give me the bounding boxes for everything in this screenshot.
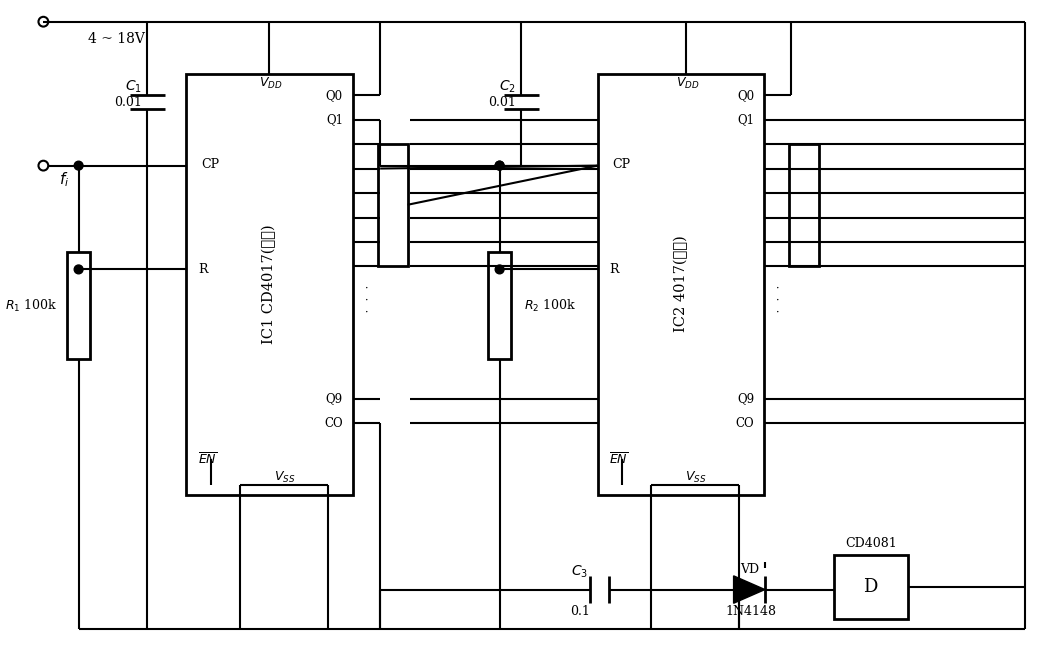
Text: 0.01: 0.01	[115, 96, 143, 109]
Text: R: R	[610, 263, 619, 276]
Text: VD: VD	[740, 563, 759, 576]
Text: 0.01: 0.01	[489, 96, 516, 109]
Bar	[378, 144, 407, 267]
Circle shape	[495, 161, 504, 170]
Text: $V_{DD}$: $V_{DD}$	[258, 76, 282, 91]
Bar	[597, 74, 764, 494]
Bar	[187, 74, 353, 494]
Text: Q1: Q1	[737, 113, 754, 126]
Text: $C_2$: $C_2$	[499, 79, 516, 96]
Text: CO: CO	[736, 417, 754, 429]
Polygon shape	[734, 576, 765, 603]
Text: IC1 CD4017(个位): IC1 CD4017(个位)	[263, 224, 276, 344]
Text: $\mathit{f}_i$: $\mathit{f}_i$	[59, 170, 70, 189]
Text: ·
·
·: · · ·	[776, 284, 779, 318]
Bar	[835, 555, 908, 619]
Text: CD4081: CD4081	[845, 537, 896, 550]
Circle shape	[495, 265, 504, 274]
Text: Q9: Q9	[326, 392, 343, 405]
Circle shape	[495, 161, 504, 170]
Text: $C_3$: $C_3$	[571, 563, 589, 580]
Bar	[488, 252, 512, 360]
Text: Q9: Q9	[737, 392, 754, 405]
Text: CP: CP	[613, 158, 630, 171]
Text: IC2 4017(十位): IC2 4017(十位)	[673, 236, 688, 332]
Text: $R_2$ 100k: $R_2$ 100k	[524, 297, 576, 314]
Text: CO: CO	[324, 417, 343, 429]
Text: $\overline{EN}$: $\overline{EN}$	[610, 452, 628, 467]
Text: $V_{DD}$: $V_{DD}$	[676, 76, 699, 91]
Text: $V_{SS}$: $V_{SS}$	[273, 470, 295, 484]
Text: D: D	[864, 578, 877, 596]
Text: 4 ~ 18V: 4 ~ 18V	[89, 32, 145, 46]
Text: 1N4148: 1N4148	[725, 604, 776, 618]
Text: Q0: Q0	[737, 88, 754, 102]
Text: CP: CP	[201, 158, 219, 171]
Bar	[790, 144, 819, 267]
Text: $R_1$ 100k: $R_1$ 100k	[5, 297, 57, 314]
Text: $C_1$: $C_1$	[125, 79, 143, 96]
Text: ·
·
·: · · ·	[365, 284, 368, 318]
Circle shape	[74, 265, 83, 274]
Text: $V_{SS}$: $V_{SS}$	[685, 470, 706, 484]
Circle shape	[74, 161, 83, 170]
Text: Q0: Q0	[326, 88, 343, 102]
Text: $\overline{EN}$: $\overline{EN}$	[198, 452, 218, 467]
Bar	[67, 252, 91, 360]
Text: 0.1: 0.1	[570, 604, 590, 618]
Text: R: R	[198, 263, 207, 276]
Text: Q1: Q1	[326, 113, 343, 126]
